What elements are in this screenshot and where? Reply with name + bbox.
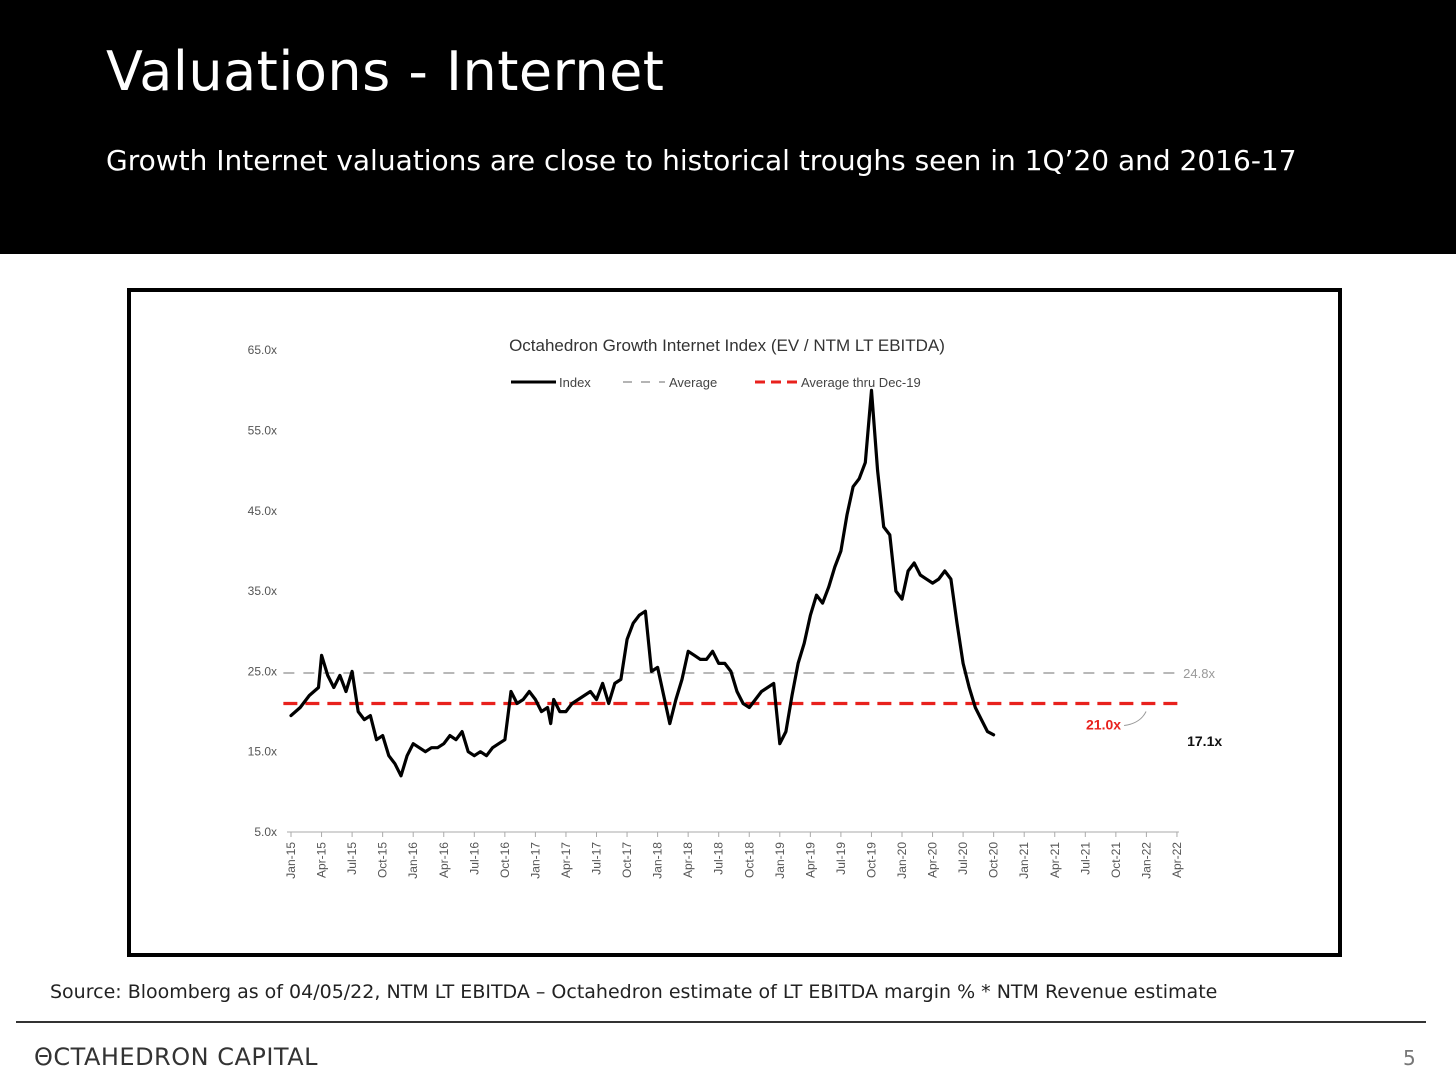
y-tick-label: 15.0x xyxy=(248,745,277,759)
source-note: Source: Bloomberg as of 04/05/22, NTM LT… xyxy=(50,981,1218,1003)
legend-average-dec19-label: Average thru Dec-19 xyxy=(801,375,921,390)
index-last-value-label: 17.1x xyxy=(1187,733,1222,749)
brand-name: CTAHEDRON CAPITAL xyxy=(53,1043,319,1071)
legend-average-label: Average xyxy=(669,375,717,390)
x-tick-label: Apr-17 xyxy=(559,842,573,878)
x-tick-label: Jul-19 xyxy=(834,842,848,875)
x-tick-label: Oct-21 xyxy=(1109,842,1123,878)
chart-title: Octahedron Growth Internet Index (EV / N… xyxy=(509,336,945,355)
x-tick-label: Oct-20 xyxy=(987,842,1001,878)
x-tick-label: Jan-22 xyxy=(1139,842,1153,879)
x-tick-label: Jan-20 xyxy=(895,842,909,879)
page-title: Valuations - Internet xyxy=(106,40,665,103)
x-tick-label: Apr-19 xyxy=(803,842,817,878)
y-tick-label: 25.0x xyxy=(248,664,277,678)
x-tick-label: Jul-17 xyxy=(590,842,604,875)
x-tick-label: Jul-16 xyxy=(467,842,481,875)
x-tick-label: Oct-15 xyxy=(376,842,390,878)
x-tick-label: Oct-17 xyxy=(620,842,634,878)
x-tick-label: Apr-22 xyxy=(1170,842,1184,878)
x-tick-label: Apr-18 xyxy=(681,842,695,878)
x-tick-label: Jan-16 xyxy=(406,842,420,879)
x-tick-label: Jul-15 xyxy=(345,842,359,875)
index-line xyxy=(289,388,996,778)
x-tick-label: Jan-15 xyxy=(284,842,298,879)
brand-logo: ΘCTAHEDRON CAPITAL xyxy=(34,1043,318,1071)
legend-index-label: Index xyxy=(559,375,591,390)
x-tick-label: Jan-21 xyxy=(1017,842,1031,879)
x-tick-label: Apr-21 xyxy=(1048,842,1062,878)
y-tick-label: 35.0x xyxy=(248,584,277,598)
x-tick-label: Oct-18 xyxy=(742,842,756,878)
page-number: 5 xyxy=(1403,1046,1416,1070)
x-tick-label: Apr-15 xyxy=(315,842,329,878)
chart-frame: Octahedron Growth Internet Index (EV / N… xyxy=(127,288,1342,957)
chart: Octahedron Growth Internet Index (EV / N… xyxy=(248,336,1223,879)
x-tick-label: Jan-17 xyxy=(528,842,542,879)
x-tick-label: Apr-20 xyxy=(926,842,940,878)
x-tick-label: Jul-20 xyxy=(956,842,970,875)
theta-icon: Θ xyxy=(34,1043,54,1071)
y-tick-label: 5.0x xyxy=(254,825,277,839)
page-subtitle: Growth Internet valuations are close to … xyxy=(106,144,1297,177)
y-tick-label: 55.0x xyxy=(248,424,277,438)
average-dec19-value-label: 21.0x xyxy=(1086,717,1121,733)
footer-rule xyxy=(16,1021,1426,1023)
x-tick-label: Jul-18 xyxy=(712,842,726,875)
x-tick-label: Jan-19 xyxy=(773,842,787,879)
x-tick-label: Oct-16 xyxy=(498,842,512,878)
x-tick-label: Jul-21 xyxy=(1078,842,1092,875)
y-tick-label: 65.0x xyxy=(248,343,277,357)
title-banner: Valuations - Internet Growth Internet va… xyxy=(0,0,1456,254)
average-value-label: 24.8x xyxy=(1183,666,1215,681)
average-dec19-callout xyxy=(1124,711,1147,727)
y-tick-label: 45.0x xyxy=(248,504,277,518)
x-tick-label: Oct-19 xyxy=(864,842,878,878)
x-tick-label: Jan-18 xyxy=(651,842,665,879)
x-tick-label: Apr-16 xyxy=(437,842,451,878)
